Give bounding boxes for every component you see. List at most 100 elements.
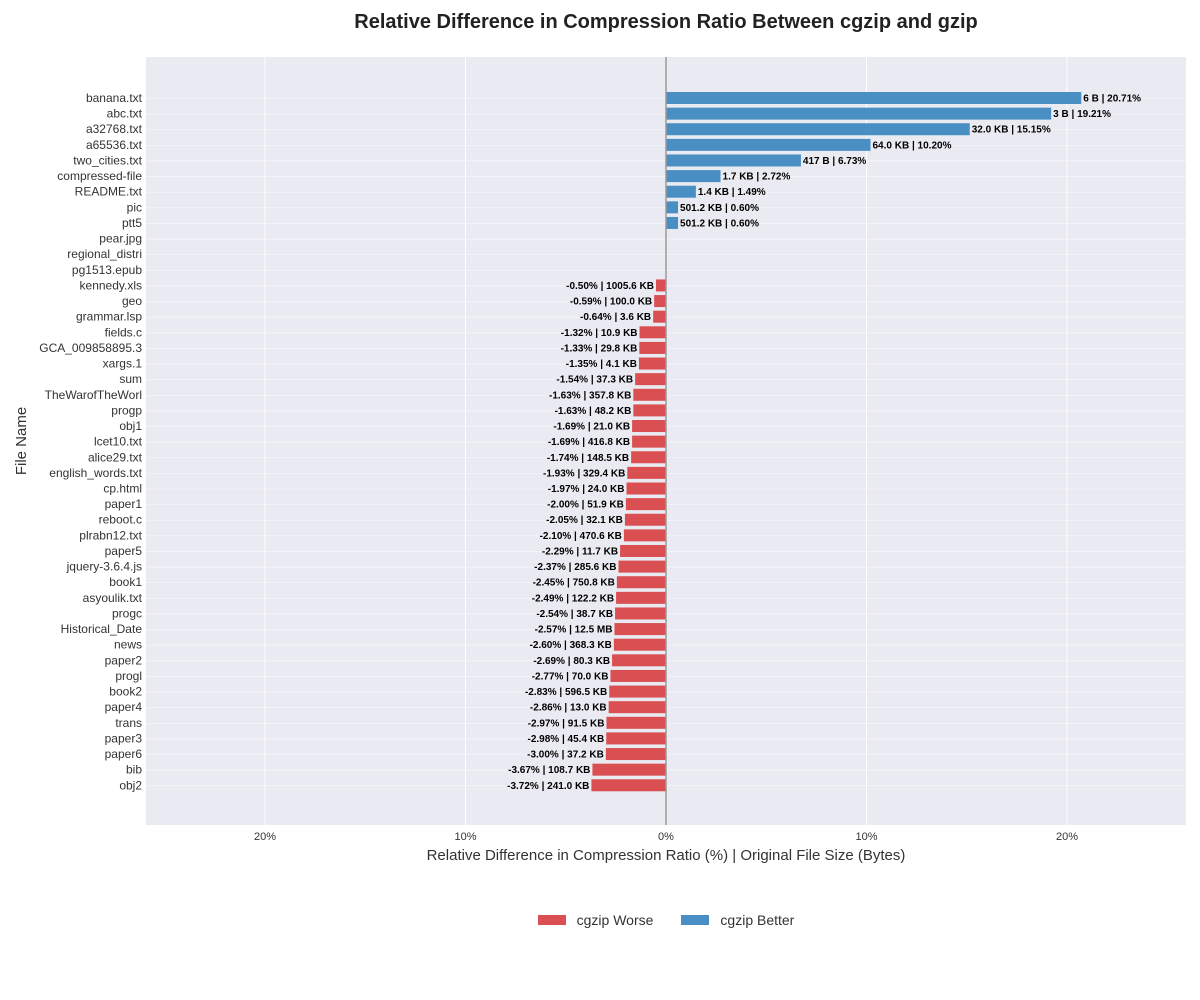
bar-data-label: 3 B | 19.21% [1053,109,1111,120]
y-tick-label: progp [111,403,142,417]
legend-label-worse: cgzip Worse [576,912,654,928]
y-tick-label: book2 [109,685,142,699]
bar [618,560,666,573]
bar [666,185,696,198]
bar-data-label: 501.2 KB | 0.60% [680,218,759,229]
bar [666,138,871,151]
bar [666,154,801,167]
y-tick-label: pg1513.epub [72,263,142,277]
x-tick-label: 10% [454,831,476,843]
bar [653,310,666,323]
legend-label-better: cgzip Better [720,912,795,928]
y-tick-label: compressed-file [57,169,142,183]
y-tick-label: pear.jpg [99,232,142,246]
legend: cgzip Worse cgzip Better [0,912,1200,928]
legend-swatch-worse [537,915,566,925]
bar-data-label: 417 B | 6.73% [803,156,867,167]
bar-data-label: 501.2 KB | 0.60% [680,203,759,214]
bar-data-label: 1.4 KB | 1.49% [698,187,766,198]
y-tick-label: TheWarofTheWorl [45,388,142,402]
y-tick-label: ptt5 [122,216,142,230]
bar [633,388,666,401]
bar-data-label: -2.29% | 11.7 KB [542,546,618,557]
bars [591,92,1082,792]
bar-data-label: -3.00% | 37.2 KB [527,750,604,761]
y-tick-label: cp.html [103,482,142,496]
bar [631,451,666,464]
y-tick-label: progc [112,606,142,620]
y-tick-label: paper5 [105,544,143,558]
bar-data-label: -2.69% | 80.3 KB [533,656,610,667]
bar-data-label: -2.54% | 38.7 KB [536,609,613,620]
y-tick-label: grammar.lsp [76,310,142,324]
chart-title: Relative Difference in Compression Ratio… [354,11,978,33]
y-tick-label: obj2 [119,778,142,792]
y-tick-label: fields.c [105,325,142,339]
y-tick-label: GCA_009858895.3 [39,341,142,355]
y-tick-label: asyoulik.txt [83,591,143,605]
x-tick-label: 20% [254,831,276,843]
y-tick-label: bib [126,763,142,777]
bar [615,607,666,620]
bar-data-label: -1.97% | 24.0 KB [548,484,625,495]
y-tick-label: regional_distri [67,247,142,261]
y-tick-label: paper2 [105,653,143,667]
y-tick-label: xargs.1 [103,357,143,371]
y-tick-label: paper3 [105,731,143,745]
bar-data-label: -3.67% | 108.7 KB [508,765,590,776]
bar [666,123,970,136]
y-tick-label: a32768.txt [86,122,143,136]
bar-data-label: -2.05% | 32.1 KB [546,515,623,526]
x-tick-label: 20% [1056,831,1078,843]
bar-data-label: -2.57% | 12.5 MB [535,625,613,636]
bar-data-label: -2.77% | 70.0 KB [532,671,609,682]
bar-data-label: -1.63% | 357.8 KB [549,390,631,401]
bar [666,107,1052,120]
bar [616,591,666,604]
bar [635,373,666,386]
y-tick-label: paper1 [105,497,143,511]
bar [666,92,1082,104]
bar [632,420,666,433]
bar [666,170,721,183]
bar-data-label: -2.00% | 51.9 KB [547,500,624,511]
bar-data-label: -1.74% | 148.5 KB [547,453,629,464]
bar-data-label: 64.0 KB | 10.20% [873,140,952,151]
bar [623,529,666,542]
y-tick-label: jquery-3.6.4.js [66,560,142,574]
y-tick-label: geo [122,294,142,308]
legend-item-worse: cgzip Worse [537,912,654,928]
bar-labels: 6 B | 20.71% 3 B | 19.21%32.0 KB | 15.15%… [507,94,1141,792]
bar-data-label: -2.86% | 13.0 KB [530,703,607,714]
bar-data-label: -2.49% | 122.2 KB [532,593,614,604]
bar-data-label: -2.60% | 368.3 KB [530,640,612,651]
bar-data-label: -1.32% | 10.9 KB [561,328,638,339]
legend-swatch-better [681,915,710,925]
bar-data-label: 32.0 KB | 15.15% [972,125,1051,136]
bar-data-label: -1.33% | 29.8 KB [561,343,638,354]
y-tick-label: obj1 [119,419,142,433]
bar [613,638,666,651]
bar-data-label: -3.72% | 241.0 KB [507,781,589,792]
y-tick-label: kennedy.xls [80,278,142,292]
bar [627,466,666,479]
bar [639,341,666,354]
bar-data-label: -2.10% | 470.6 KB [540,531,622,542]
bar-data-label: -2.97% | 91.5 KB [528,718,605,729]
y-tick-label: alice29.txt [88,450,143,464]
y-tick-label: README.txt [75,185,143,199]
bar-data-label: -2.45% | 750.8 KB [533,578,615,589]
y-tick-label: abc.txt [107,107,143,121]
y-tick-label: Historical_Date [61,622,143,636]
bar-data-label: -2.83% | 596.5 KB [525,687,607,698]
bar [620,544,666,557]
y-tick-label: paper4 [105,700,143,714]
x-tick-label: 10% [855,831,877,843]
bar-data-label: -1.69% | 21.0 KB [553,422,630,433]
x-tick-label: 0% [658,831,674,843]
bar [606,716,666,729]
bar-data-label: -0.64% | 3.6 KB [580,312,651,323]
bar-data-label: -1.69% | 416.8 KB [548,437,630,448]
bar-data-label: -1.93% | 329.4 KB [543,468,625,479]
